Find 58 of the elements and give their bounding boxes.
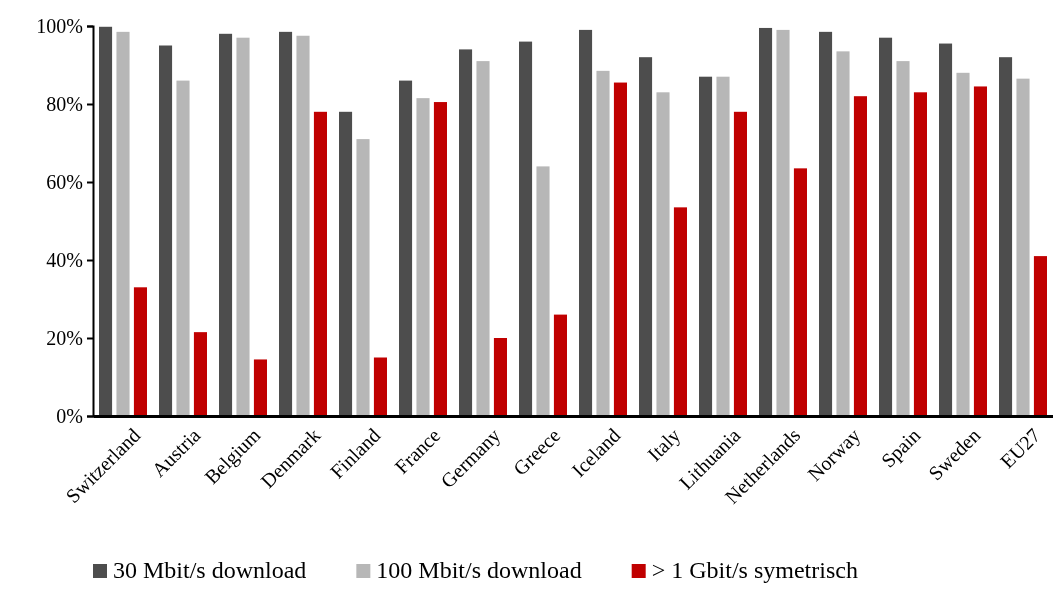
bar <box>913 92 927 416</box>
bar <box>596 70 610 416</box>
bar <box>1016 78 1030 416</box>
y-tick-label: 60% <box>46 170 83 193</box>
bar <box>459 49 473 416</box>
legend-label: 30 Mbit/s download <box>113 557 307 583</box>
bar <box>759 27 773 416</box>
bar <box>476 61 490 416</box>
y-tick-label: 20% <box>46 326 83 349</box>
bar <box>399 80 413 416</box>
bar <box>193 332 207 416</box>
bar <box>776 29 790 416</box>
x-tick-label: Italy <box>642 423 686 467</box>
bar <box>1033 256 1047 416</box>
bar <box>296 35 310 416</box>
bar <box>879 37 893 416</box>
bar <box>819 31 833 416</box>
bar <box>613 82 627 416</box>
bar <box>699 76 713 416</box>
bar <box>519 41 533 416</box>
bar <box>973 86 987 416</box>
bar <box>656 92 670 416</box>
y-tick-label: 0% <box>56 404 83 427</box>
bar <box>853 96 867 416</box>
bar <box>373 357 387 416</box>
bar <box>99 26 113 416</box>
y-tick-label: 40% <box>46 248 83 271</box>
bar <box>356 139 370 416</box>
bar <box>159 45 173 416</box>
y-tick-label: 100% <box>36 14 83 37</box>
bar <box>219 33 233 416</box>
bar <box>673 207 687 416</box>
y-tick-label: 80% <box>46 92 83 115</box>
bar <box>339 111 353 416</box>
bar <box>236 37 250 416</box>
bar <box>553 314 567 416</box>
bar <box>433 102 447 416</box>
bar <box>793 168 807 416</box>
bar <box>639 57 653 416</box>
legend-label: > 1 Gbit/s symetrisch <box>651 557 858 583</box>
bar <box>116 31 130 416</box>
bar <box>939 43 953 416</box>
bar <box>176 80 190 416</box>
bar <box>133 287 147 416</box>
bar <box>579 29 593 416</box>
bar <box>896 61 910 416</box>
bar <box>956 72 970 416</box>
bar <box>279 31 293 416</box>
bar <box>313 111 327 416</box>
bar <box>999 57 1013 416</box>
bar <box>536 166 550 416</box>
bar <box>836 51 850 416</box>
bar <box>253 359 267 416</box>
bar <box>716 76 730 416</box>
bar <box>493 338 507 416</box>
legend-label: 100 Mbit/s download <box>376 557 582 583</box>
bar <box>733 111 747 416</box>
bar <box>416 98 430 416</box>
